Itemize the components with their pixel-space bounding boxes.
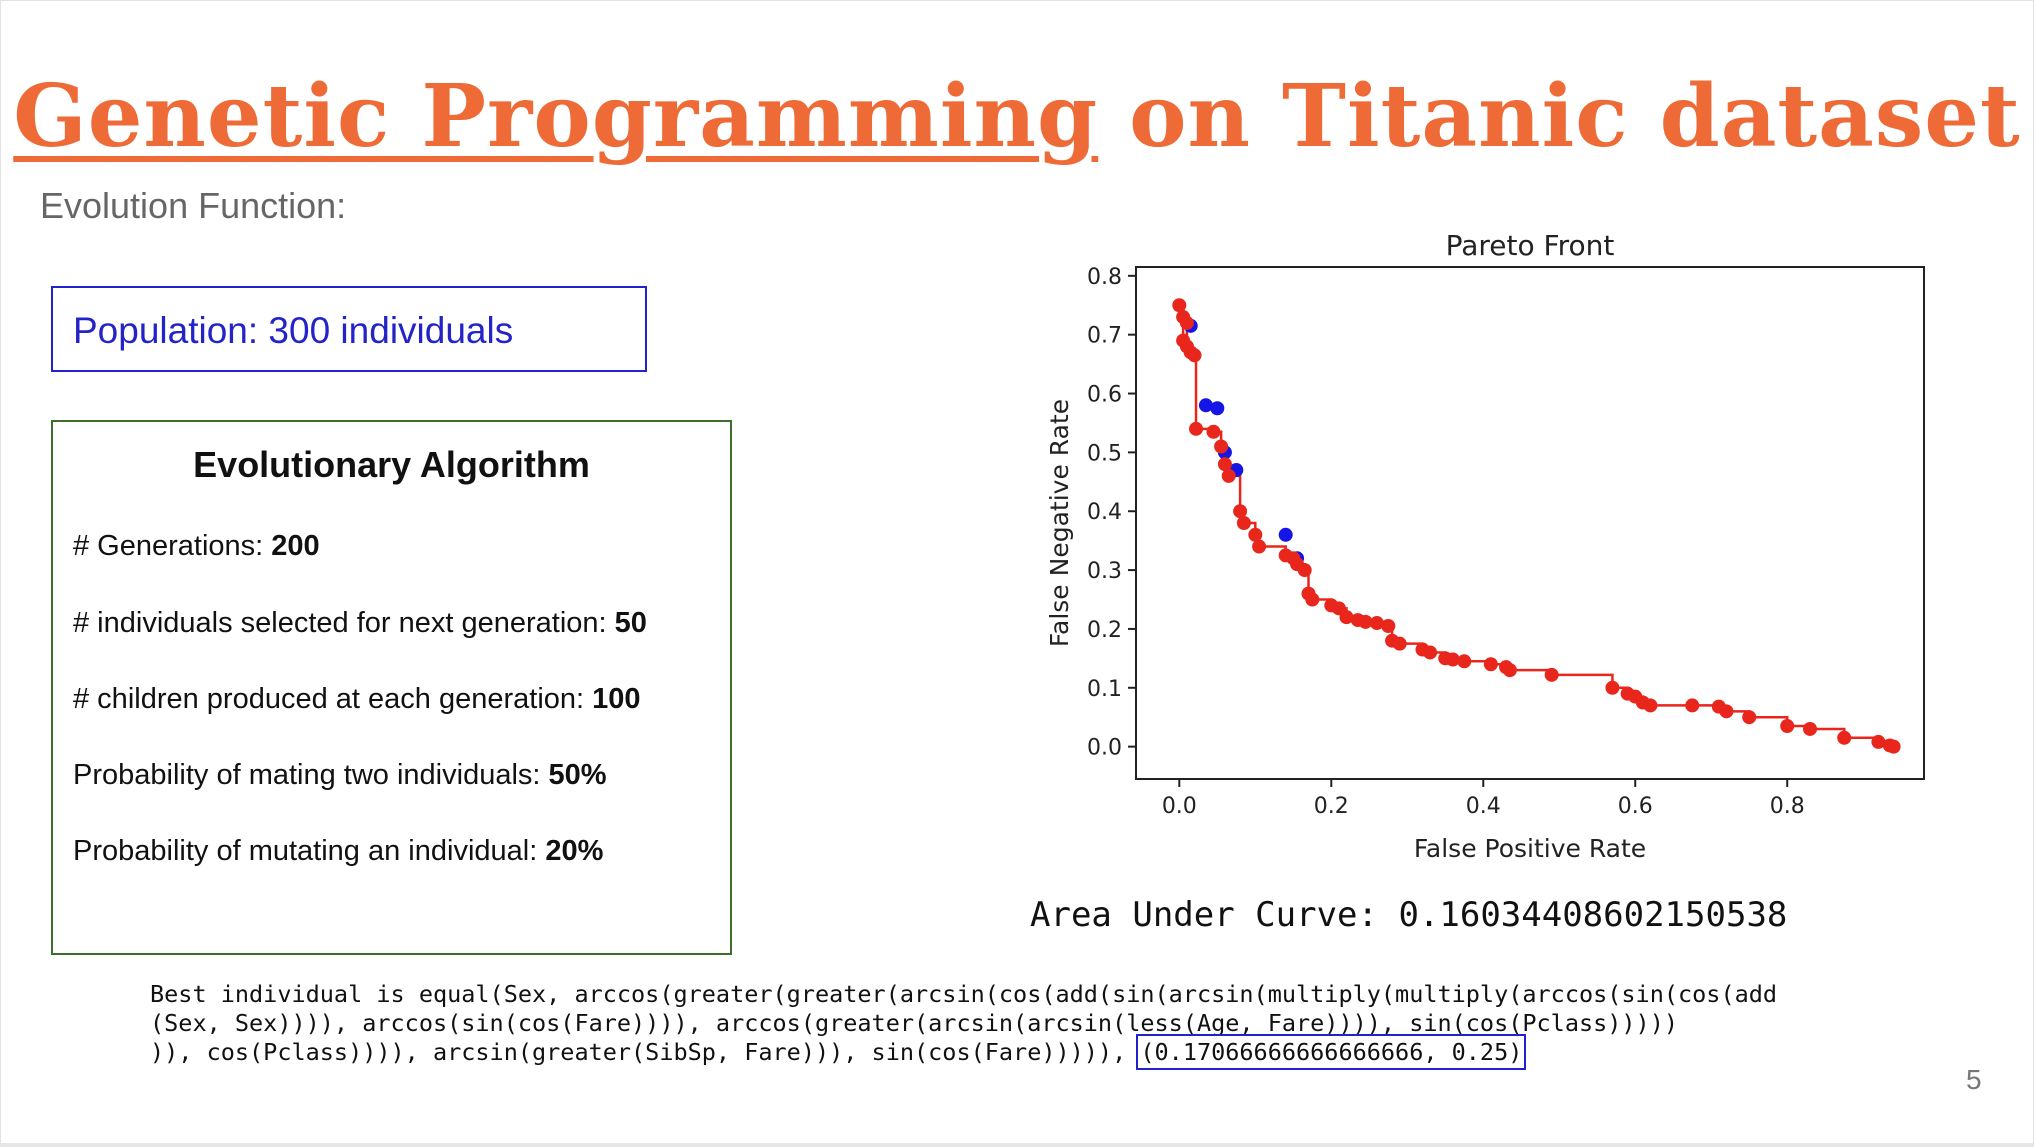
pareto-point-red <box>1339 610 1354 625</box>
y-tick-label: 0.7 <box>1087 324 1122 349</box>
pareto-point-red <box>1605 680 1620 695</box>
pareto-point-red <box>1803 721 1818 736</box>
subtitle: Evolution Function: <box>40 185 347 226</box>
ea-item-label: Probability of mutating an individual: <box>73 835 546 867</box>
pareto-point-red <box>1871 734 1886 749</box>
y-tick-label: 0.8 <box>1087 265 1122 290</box>
title-underlined-part: Genetic Programming <box>13 66 1099 167</box>
ea-item-children: # children produced at each generation: … <box>73 683 641 716</box>
area-under-curve: Area Under Curve: 0.16034408602150538 <box>1030 895 1788 935</box>
pareto-point-red <box>1236 516 1251 530</box>
pareto-point-red <box>1483 657 1498 672</box>
pareto-point-red <box>1457 654 1472 669</box>
y-axis-label: False Negative Rate <box>1045 399 1074 647</box>
pareto-point-red <box>1217 457 1232 472</box>
best-line-2: (Sex, Sex)))), arccos(sin(cos(Fare)))), … <box>150 1009 1679 1037</box>
ea-item-mutating: Probability of mutating an individual: 2… <box>73 835 603 868</box>
pareto-point-red <box>1742 710 1757 725</box>
page-number: 5 <box>1966 1064 1982 1095</box>
ea-item-value: 20% <box>545 835 604 867</box>
ea-item-value: 100 <box>592 683 641 715</box>
ea-item-label: # individuals selected for next generati… <box>73 607 615 639</box>
ea-item-mating: Probability of mating two individuals: 5… <box>73 759 607 792</box>
ea-item-value: 50% <box>548 759 607 791</box>
x-tick-label: 0.4 <box>1466 794 1501 819</box>
pareto-point-red <box>1252 539 1267 554</box>
x-axis-label: False Positive Rate <box>1414 834 1646 860</box>
pareto-point-red <box>1643 698 1658 713</box>
pareto-point-red <box>1305 592 1320 607</box>
pareto-point-red <box>1886 739 1901 754</box>
pareto-step-line <box>1179 304 1895 747</box>
pareto-point-red <box>1248 527 1263 542</box>
x-tick-label: 0.6 <box>1618 794 1653 819</box>
pareto-point-red <box>1392 636 1407 651</box>
pareto-point-red <box>1502 663 1517 678</box>
ea-item-value: 50 <box>614 607 647 639</box>
pareto-point-red <box>1214 439 1229 454</box>
best-line-3: )), cos(Pclass)))), arcsin(greater(SibSp… <box>150 1038 1141 1066</box>
pareto-point-red <box>1381 618 1396 633</box>
pareto-point-red <box>1837 730 1852 745</box>
ea-title: Evolutionary Algorithm <box>193 444 590 485</box>
y-tick-label: 0.2 <box>1087 618 1122 643</box>
pareto-point-red <box>1358 614 1373 629</box>
pareto-point-red <box>1233 504 1248 519</box>
ea-item-label: # Generations: <box>73 530 272 562</box>
pareto-point-red <box>1423 645 1438 660</box>
title-rest: on Titanic dataset <box>1098 66 2021 167</box>
pareto-point-red <box>1685 698 1700 713</box>
population-box: Population: 300 individuals <box>51 286 647 372</box>
pareto-point-red <box>1221 468 1236 483</box>
x-tick-label: 0.8 <box>1770 794 1805 819</box>
pareto-point-red <box>1297 563 1312 578</box>
x-tick-label: 0.0 <box>1162 794 1197 819</box>
chart-title: Pareto Front <box>1446 229 1615 262</box>
population-text: Population: 300 individuals <box>73 310 514 351</box>
x-tick-label: 0.2 <box>1314 794 1349 819</box>
pareto-point-blue <box>1198 398 1213 413</box>
best-line-1: Best individual is equal(Sex, arccos(gre… <box>150 980 1778 1008</box>
pareto-point-blue <box>1278 527 1293 542</box>
pareto-point-red <box>1544 667 1559 682</box>
pareto-point-red <box>1187 348 1202 363</box>
fitness-highlight: (0.17066666666666666, 0.25) <box>1136 1034 1527 1070</box>
evolutionary-algorithm-box: Evolutionary Algorithm # Generations: 20… <box>51 420 732 955</box>
y-tick-label: 0.4 <box>1087 500 1122 525</box>
y-tick-label: 0.5 <box>1087 441 1122 466</box>
y-tick-label: 0.1 <box>1087 677 1122 702</box>
pareto-point-red <box>1445 652 1460 667</box>
y-tick-label: 0.0 <box>1087 736 1122 761</box>
best-individual: Best individual is equal(Sex, arccos(gre… <box>150 980 1778 1070</box>
ea-item-label: Probability of mating two individuals: <box>73 759 549 791</box>
pareto-front-chart: Pareto Front False Positive Rate False Neg… <box>1045 229 1925 860</box>
pareto-point-red <box>1780 719 1795 734</box>
pareto-point-red <box>1369 616 1384 631</box>
plot-frame <box>1135 266 1925 780</box>
pareto-point-red <box>1172 298 1187 313</box>
slide-title: Genetic Programming on Titanic dataset <box>0 66 2034 167</box>
ea-item-label: # children produced at each generation: <box>73 683 593 715</box>
pareto-point-red <box>1179 315 1194 330</box>
pareto-point-red <box>1189 421 1204 436</box>
ea-item-generations: # Generations: 200 <box>73 530 320 563</box>
y-tick-label: 0.6 <box>1087 383 1122 408</box>
pareto-point-red <box>1206 424 1221 439</box>
ea-item-value: 200 <box>271 530 320 562</box>
pareto-point-blue <box>1210 401 1225 416</box>
ea-item-selected: # individuals selected for next generati… <box>73 607 647 640</box>
y-tick-label: 0.3 <box>1087 559 1122 584</box>
pareto-point-red <box>1719 704 1734 719</box>
